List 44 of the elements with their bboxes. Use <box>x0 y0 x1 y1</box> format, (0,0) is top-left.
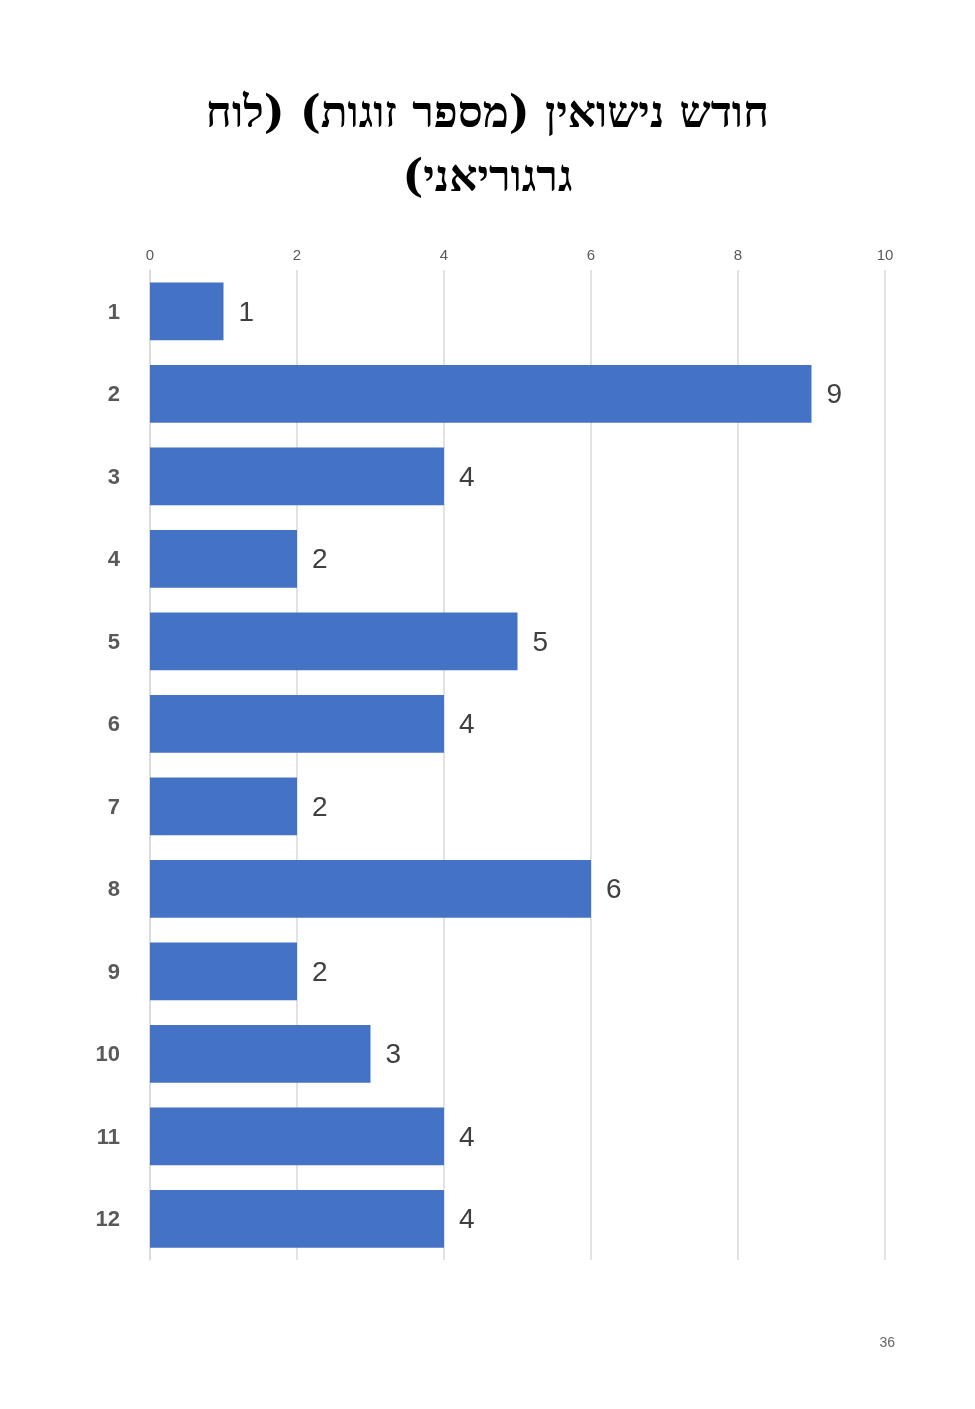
data-label: 2 <box>312 790 328 822</box>
y-tick-label: 9 <box>107 958 120 984</box>
data-label: 9 <box>826 378 843 410</box>
bar <box>150 942 297 1001</box>
data-label: 4 <box>459 1203 475 1235</box>
bar <box>150 447 444 506</box>
y-tick-label: 6 <box>107 711 120 737</box>
bar <box>150 1189 444 1248</box>
x-tick-label: 6 <box>586 246 596 263</box>
x-tick-label: 2 <box>292 246 302 263</box>
bar <box>150 529 297 588</box>
bar <box>150 364 812 423</box>
x-tick-label: 4 <box>439 246 449 263</box>
bar <box>150 859 591 918</box>
y-tick-label: 1 <box>107 298 120 324</box>
bar <box>150 612 518 671</box>
y-tick-label: 3 <box>107 463 120 489</box>
data-label: 4 <box>459 1120 475 1152</box>
x-tick-label: 0 <box>145 246 155 263</box>
y-tick-label: 10 <box>95 1041 120 1067</box>
y-tick-label: 2 <box>107 381 120 407</box>
y-tick-label: 12 <box>95 1206 120 1232</box>
y-tick-label: 8 <box>107 876 120 902</box>
data-label: 4 <box>459 708 475 740</box>
bar <box>150 1107 444 1166</box>
y-tick-label: 4 <box>107 546 121 572</box>
data-label: 5 <box>532 625 549 657</box>
bar <box>150 694 444 753</box>
chart-title: חודש נישואין (מספר זוגות) (לוח גרגוריאני) <box>204 85 771 203</box>
data-label: 2 <box>312 543 328 575</box>
data-label: 6 <box>606 873 622 905</box>
bar <box>150 282 224 341</box>
y-tick-label: 11 <box>96 1123 120 1149</box>
x-tick-label: 8 <box>733 246 743 263</box>
bar <box>150 1024 371 1083</box>
bar <box>150 777 297 836</box>
y-tick-label: 5 <box>107 628 120 654</box>
text: 36 <box>879 1334 895 1350</box>
data-label: 3 <box>385 1038 402 1070</box>
y-tick-label: 7 <box>107 793 120 819</box>
data-label: 4 <box>459 460 475 492</box>
data-label: 1 <box>238 295 255 327</box>
data-label: 2 <box>312 955 328 987</box>
x-tick-label: 10 <box>876 246 894 263</box>
